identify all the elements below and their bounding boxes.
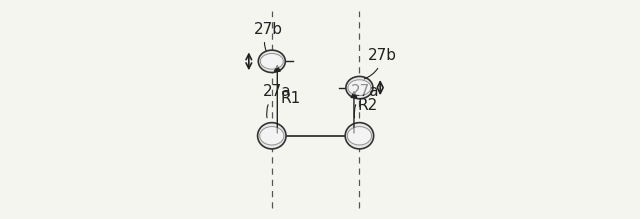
Ellipse shape bbox=[260, 127, 284, 145]
Text: 27b: 27b bbox=[254, 22, 284, 51]
Ellipse shape bbox=[257, 123, 286, 149]
Text: 27a: 27a bbox=[351, 84, 380, 118]
Ellipse shape bbox=[348, 80, 371, 95]
Ellipse shape bbox=[348, 127, 371, 145]
Text: 27b: 27b bbox=[364, 48, 397, 79]
Text: 27a: 27a bbox=[263, 84, 292, 118]
Ellipse shape bbox=[345, 123, 374, 149]
Ellipse shape bbox=[346, 76, 373, 99]
Ellipse shape bbox=[259, 50, 285, 72]
Ellipse shape bbox=[260, 53, 284, 69]
Text: R2: R2 bbox=[357, 98, 378, 113]
Text: R1: R1 bbox=[280, 91, 301, 106]
